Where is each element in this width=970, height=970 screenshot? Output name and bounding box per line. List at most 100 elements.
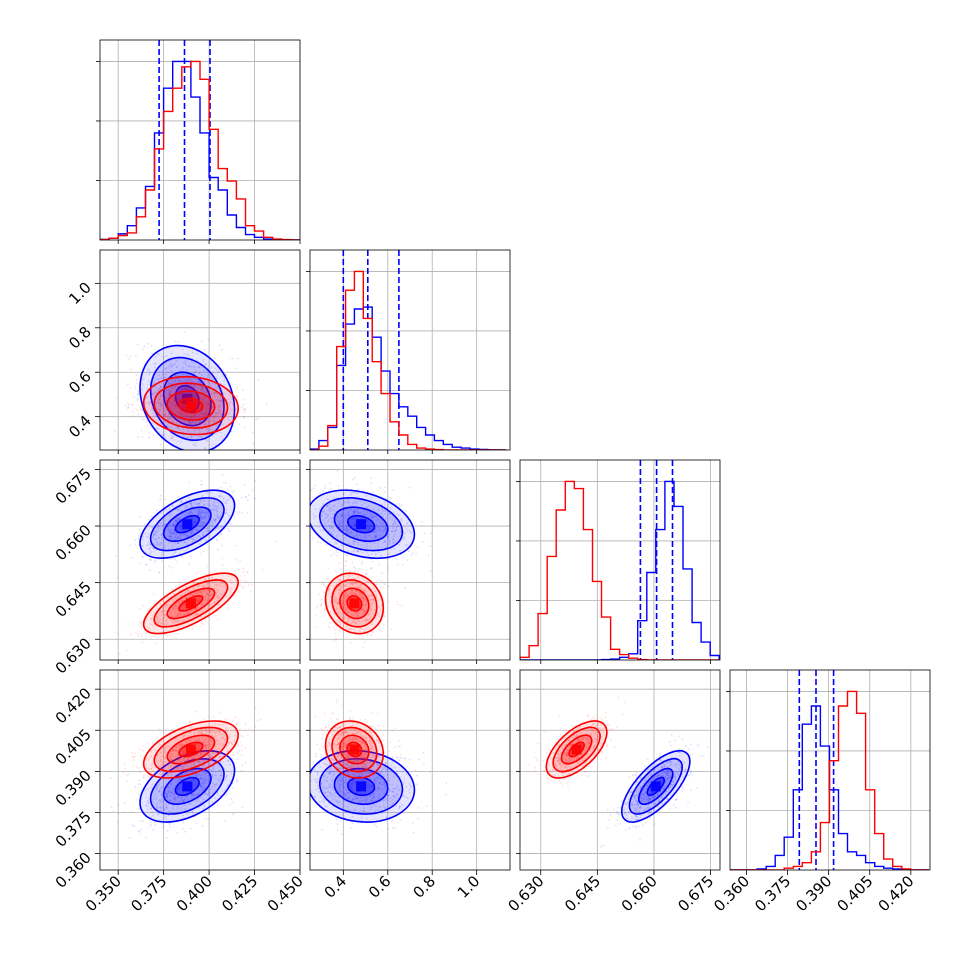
scatter-point <box>182 821 185 824</box>
scatter-point <box>202 408 205 410</box>
scatter-point <box>375 535 377 538</box>
scatter-point <box>360 563 363 565</box>
scatter-point <box>345 595 348 597</box>
scatter-point <box>163 540 165 543</box>
scatter-point <box>201 399 204 401</box>
scatter-point <box>350 492 353 494</box>
scatter-point <box>326 498 329 501</box>
scatter-point <box>361 598 364 600</box>
scatter-point <box>191 416 194 419</box>
scatter-point <box>177 340 179 343</box>
scatter-point <box>310 489 313 491</box>
scatter-point <box>123 811 126 814</box>
scatter-point <box>204 770 206 773</box>
scatter-point <box>327 520 329 523</box>
scatter-point <box>324 484 327 486</box>
scatter-point <box>192 777 195 780</box>
scatter-point <box>382 624 385 626</box>
scatter-point <box>326 577 329 580</box>
scatter-point <box>166 635 168 638</box>
scatter-point <box>377 600 380 602</box>
scatter-point <box>380 512 382 515</box>
scatter-point <box>159 396 162 398</box>
scatter-point <box>371 516 374 519</box>
scatter-point <box>228 804 231 806</box>
scatter-point <box>389 543 392 545</box>
scatter-point <box>179 786 181 789</box>
scatter-point <box>174 609 177 611</box>
scatter-point <box>246 499 249 502</box>
scatter-point <box>243 585 245 587</box>
scatter-point <box>350 582 353 585</box>
scatter-point <box>208 778 211 781</box>
scatter-point <box>229 401 231 404</box>
scatter-point <box>410 531 413 534</box>
scatter-point <box>357 577 360 579</box>
scatter-point <box>170 416 172 419</box>
scatter-point <box>154 391 157 393</box>
scatter-point <box>407 550 410 553</box>
scatter-point <box>177 407 179 410</box>
scatter-point <box>174 535 177 538</box>
scatter-point <box>197 600 200 603</box>
scatter-point <box>191 530 194 532</box>
scatter-point <box>189 510 192 513</box>
scatter-point <box>140 417 143 419</box>
scatter-point <box>227 760 230 762</box>
scatter-point <box>205 434 208 437</box>
scatter-point <box>194 774 197 776</box>
scatter-point <box>177 614 179 617</box>
scatter-point <box>137 390 140 393</box>
scatter-point <box>367 521 370 524</box>
scatter-point <box>356 593 358 596</box>
scatter-point <box>127 403 130 406</box>
scatter-point <box>137 783 140 786</box>
scatter-point <box>183 764 186 766</box>
scatter-point <box>211 785 214 788</box>
scatter-point <box>175 395 178 397</box>
scatter-point <box>200 386 203 389</box>
scatter-point <box>173 610 176 613</box>
scatter-point <box>221 473 224 476</box>
scatter-point <box>363 510 365 512</box>
scatter-point <box>343 528 345 531</box>
scatter-point <box>206 400 208 403</box>
scatter-point <box>205 405 208 408</box>
scatter-point <box>196 592 198 595</box>
scatter-point <box>204 817 207 820</box>
scatter-point <box>235 579 238 582</box>
scatter-point <box>353 527 356 529</box>
scatter-point <box>355 510 358 512</box>
scatter-point <box>201 388 204 391</box>
scatter-point <box>176 536 179 539</box>
scatter-point <box>174 520 177 522</box>
scatter-point <box>161 403 164 406</box>
scatter-point <box>175 410 178 413</box>
scatter-point <box>178 419 181 421</box>
scatter-point <box>401 519 404 522</box>
scatter-point <box>204 578 206 580</box>
scatter-point <box>209 409 212 412</box>
scatter-point <box>135 631 137 634</box>
scatter-point <box>363 588 366 591</box>
scatter-point <box>159 802 162 804</box>
scatter-point <box>201 483 204 486</box>
scatter-point <box>362 611 365 613</box>
scatter-point <box>307 517 309 519</box>
scatter-point <box>199 404 202 407</box>
scatter-point <box>153 392 156 395</box>
scatter-point <box>347 617 350 620</box>
scatter-point <box>207 585 210 588</box>
scatter-point <box>195 520 198 523</box>
scatter-point <box>376 519 379 521</box>
scatter-point <box>201 789 203 792</box>
scatter-point <box>303 527 305 529</box>
scatter-point <box>147 801 150 804</box>
scatter-point <box>372 613 375 616</box>
scatter-point <box>361 637 364 640</box>
scatter-point <box>339 585 342 588</box>
scatter-point <box>166 595 169 598</box>
scatter-point <box>375 594 378 597</box>
scatter-point <box>330 554 332 557</box>
scatter-point <box>135 374 138 377</box>
